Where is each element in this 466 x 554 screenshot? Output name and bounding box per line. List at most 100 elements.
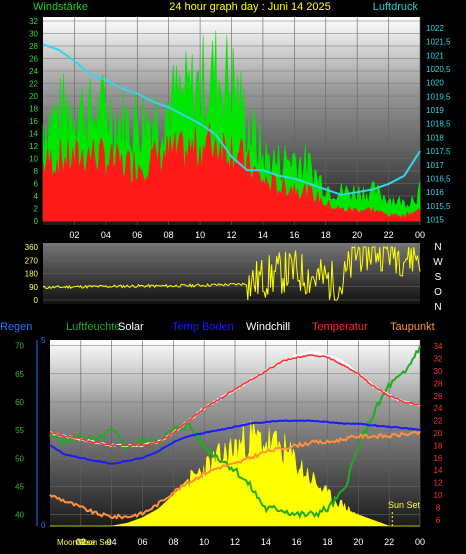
series-temperature-line (49, 354, 421, 447)
right-tick-label: 1020 (426, 79, 444, 88)
compass-label: N (434, 242, 441, 253)
right-tick-label: 1020,5 (426, 65, 451, 74)
temperature-tick-label: 24 (434, 404, 443, 413)
temperature-tick-label: 16 (434, 454, 443, 463)
x-tick-label: 04 (101, 230, 111, 240)
legend-item: Windchill (246, 321, 290, 333)
humidity-tick-label: 65 (15, 370, 24, 379)
left-tick-label: 8 (34, 167, 39, 176)
compass-label: S (435, 272, 442, 283)
right-tick-label: 1018 (426, 133, 444, 142)
temperature-tick-label: 20 (434, 429, 443, 438)
regen-tick-label: 0 (41, 521, 46, 530)
x-tick-label: 02 (69, 230, 79, 240)
x-tick-label: 22 (384, 230, 394, 240)
x-tick-label: 20 (353, 537, 363, 547)
legend-item: Taupunkt (390, 321, 435, 333)
series-wind-area (42, 123, 421, 222)
left-tick-label: 20 (29, 92, 38, 101)
left-tick-label: 6 (34, 180, 39, 189)
sun-set-label: Sun Set (388, 500, 421, 510)
temperature-tick-label: 30 (434, 367, 443, 376)
humidity-tick-label: 70 (15, 342, 24, 351)
compass-label: W (433, 257, 443, 268)
temperature-tick-label: 26 (434, 392, 443, 401)
x-tick-label: 14 (261, 537, 271, 547)
temperature-tick-label: 28 (434, 379, 443, 388)
left-axis-title: Windstärke (33, 1, 88, 13)
series-soil-temp-line (49, 419, 421, 465)
humidity-tick-label: 40 (15, 511, 24, 520)
x-tick-label: 12 (230, 537, 240, 547)
direction-tick-label: 270 (25, 256, 39, 265)
direction-tick-label: 180 (25, 270, 39, 279)
moon-set-label: Moon Set (77, 538, 112, 547)
legend-item: Regen (0, 321, 32, 333)
left-tick-label: 24 (29, 67, 38, 76)
direction-tick-label: 90 (29, 283, 38, 292)
right-tick-label: 1015,5 (426, 202, 451, 211)
series-pressure-line (42, 43, 421, 196)
left-tick-label: 12 (29, 142, 38, 151)
right-tick-label: 1022 (426, 24, 444, 33)
left-tick-label: 2 (34, 205, 39, 214)
temperature-tick-label: 34 (434, 342, 443, 351)
temperature-tick-label: 32 (434, 355, 443, 364)
moon-rise-label: Moon Rise (57, 538, 96, 547)
right-tick-label: 1016,5 (426, 174, 451, 183)
wind-chart-layer (42, 17, 421, 225)
left-tick-label: 14 (29, 130, 38, 139)
x-tick-label: 20 (352, 230, 362, 240)
x-tick-label: 04 (107, 537, 117, 547)
compass-label: N (434, 302, 441, 313)
labels-layer: 02 04 06 08 10 12 14 16 18 20 22 000246810121416182… (0, 17, 451, 547)
temperature-tick-label: 6 (436, 516, 441, 525)
right-axis-title: Luftdruck (373, 1, 419, 13)
legend-item: Temp Boden (172, 321, 234, 333)
left-tick-label: 26 (29, 55, 38, 64)
left-tick-label: 10 (29, 155, 38, 164)
x-tick-label: 02 (76, 537, 86, 547)
right-tick-label: 1021 (426, 51, 444, 60)
left-tick-label: 4 (34, 192, 39, 201)
x-tick-label: 10 (199, 537, 209, 547)
humidity-tick-label: 55 (15, 426, 24, 435)
left-tick-label: 16 (29, 117, 38, 126)
temperature-tick-label: 8 (436, 503, 441, 512)
series-solar-area (50, 419, 420, 527)
temperature-tick-label: 18 (434, 441, 443, 450)
right-tick-label: 1015 (426, 216, 444, 225)
series-direction-line (42, 245, 421, 301)
x-tick-label: 18 (321, 230, 331, 240)
chart-title: 24 hour graph day : Juni 14 2025 (169, 1, 330, 13)
right-tick-label: 1018,5 (426, 120, 451, 129)
left-tick-label: 32 (29, 17, 38, 26)
right-tick-label: 1017 (426, 161, 444, 170)
left-tick-label: 28 (29, 42, 38, 51)
x-tick-label: 08 (164, 230, 174, 240)
compass-label: O (434, 287, 442, 298)
x-tick-label: 16 (289, 230, 299, 240)
x-tick-label: 18 (322, 537, 332, 547)
x-tick-label: 06 (132, 230, 142, 240)
humidity-tick-label: 50 (15, 454, 24, 463)
right-tick-label: 1021,5 (426, 38, 451, 47)
temperature-tick-label: 12 (434, 479, 443, 488)
direction-tick-label: 0 (34, 296, 39, 305)
direction-tick-label: 360 (25, 243, 39, 252)
x-tick-label: 06 (137, 537, 147, 547)
temperature-tick-label: 14 (434, 466, 443, 475)
right-tick-label: 1017,5 (426, 147, 451, 156)
legend-item: Solar (118, 321, 144, 333)
x-tick-label: 08 (168, 537, 178, 547)
humidity-tick-label: 45 (15, 483, 24, 492)
x-tick-label: 16 (292, 537, 302, 547)
series-dewpoint-line (49, 430, 421, 520)
x-tick-label: 12 (226, 230, 236, 240)
left-tick-label: 0 (34, 217, 39, 226)
x-tick-label: 22 (384, 537, 394, 547)
temperature-tick-label: 10 (434, 491, 443, 500)
x-tick-label: 00 (415, 537, 425, 547)
x-tick-label: 10 (195, 230, 205, 240)
